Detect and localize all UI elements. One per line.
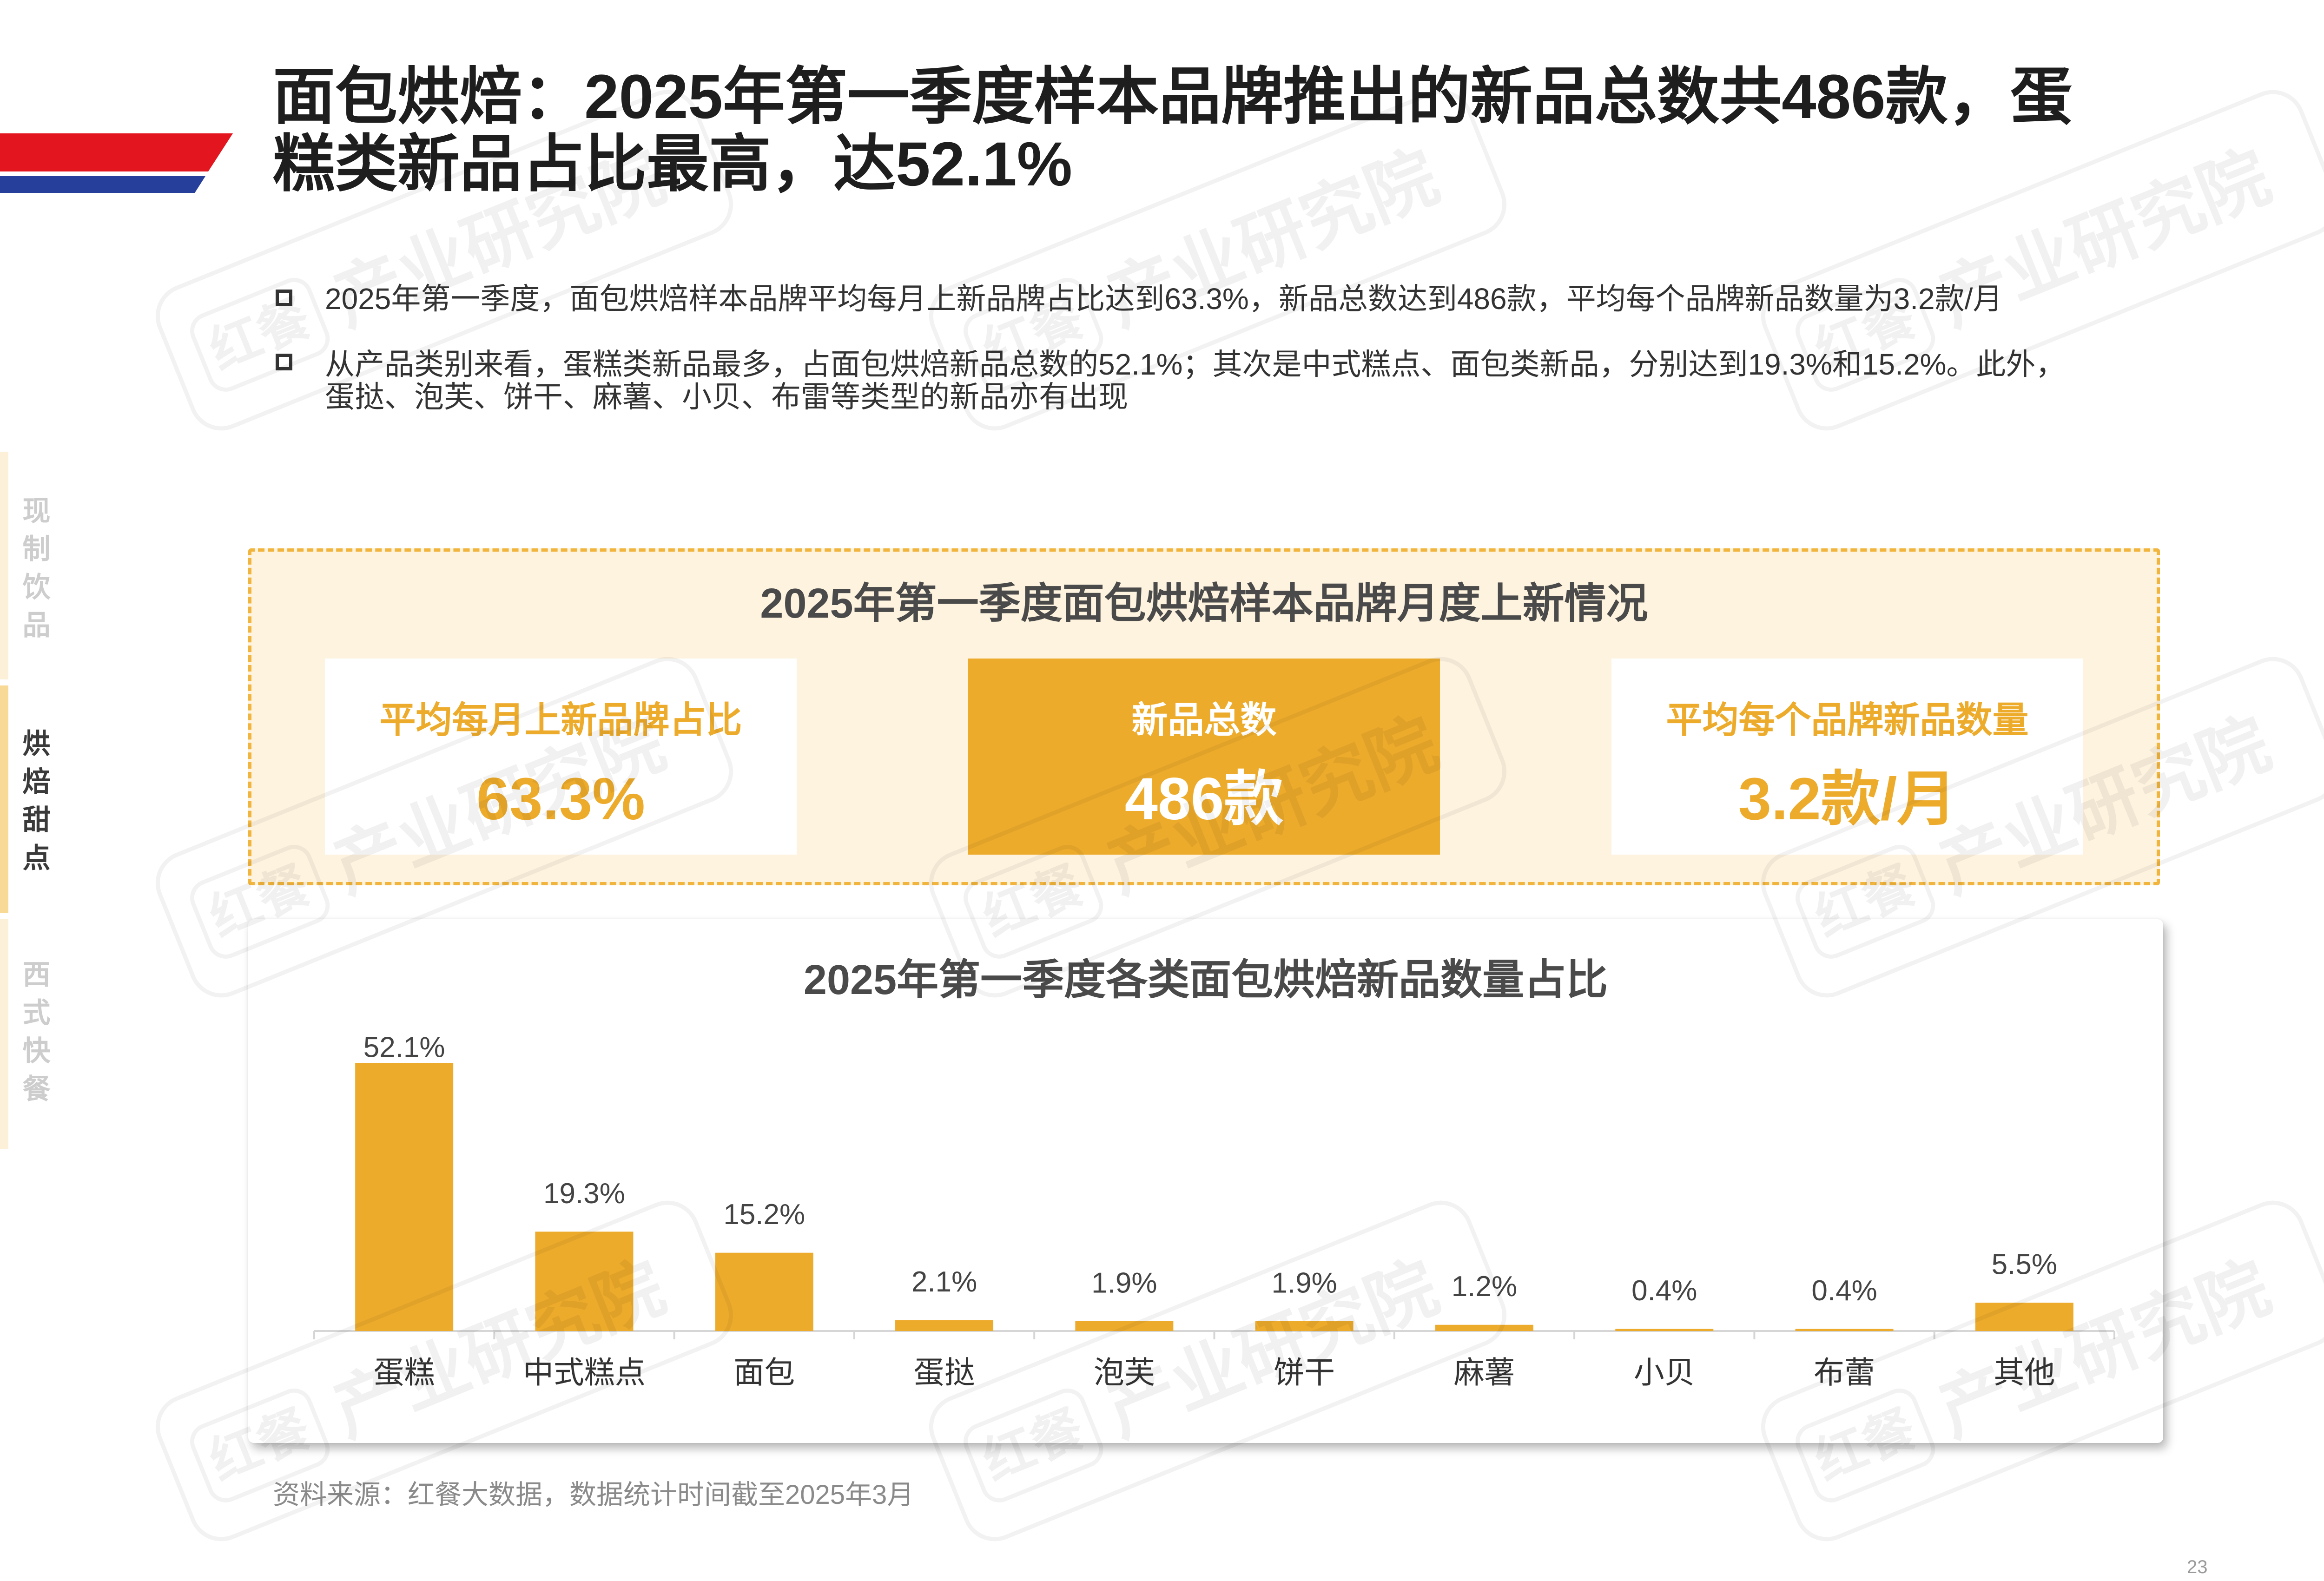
- chart-title: 2025年第一季度各类面包烘焙新品数量占比: [803, 957, 1608, 1003]
- bar: [1975, 1303, 2073, 1331]
- bullet-line: 从产品类别来看，蛋糕类新品最多，占面包烘焙新品总数的52.1%；其次是中式糕点、…: [325, 348, 2066, 381]
- bar: [1795, 1329, 1894, 1331]
- watermark-brand: 红餐: [184, 272, 336, 397]
- bar-value-label: 0.4%: [1811, 1275, 1877, 1307]
- kpi-label: 平均每个品牌新品数量: [1666, 699, 2029, 740]
- bar-value-label: 0.4%: [1631, 1275, 1697, 1307]
- kpi-value: 63.3%: [476, 766, 645, 832]
- kpi-card-monthly-brand-share: 平均每月上新品牌占比 63.3%: [325, 659, 797, 855]
- header-accent-stripe: [0, 133, 233, 193]
- bar: [1255, 1321, 1353, 1331]
- bar: [895, 1320, 994, 1331]
- bar: [535, 1232, 634, 1331]
- red-stripe: [0, 133, 233, 171]
- kpi-label: 平均每月上新品牌占比: [379, 699, 742, 740]
- bar: [1615, 1329, 1714, 1331]
- kpi-card-total-new-products: 新品总数 486款: [968, 659, 1440, 855]
- side-nav-indicator-active: [0, 685, 8, 913]
- kpi-card-avg-per-brand: 平均每个品牌新品数量 3.2款/月: [1611, 659, 2083, 855]
- bar-value-label: 52.1%: [363, 1032, 445, 1064]
- bar-value-label: 1.2%: [1452, 1271, 1517, 1303]
- side-nav-indicator: [0, 452, 8, 679]
- kpi-label: 新品总数: [1131, 699, 1277, 740]
- kpi-panel: 2025年第一季度面包烘焙样本品牌月度上新情况 平均每月上新品牌占比 63.3%…: [248, 548, 2160, 885]
- blue-stripe: [0, 176, 205, 193]
- side-nav-item-bakery: 烘焙甜点: [19, 729, 50, 881]
- x-axis-label: 麻薯: [1453, 1355, 1515, 1390]
- bar-value-label: 1.9%: [1091, 1267, 1157, 1299]
- side-nav-indicator: [0, 919, 8, 1149]
- bar-value-label: 5.5%: [1992, 1249, 2057, 1281]
- bullet-text: 2025年第一季度，面包烘焙样本品牌平均每月上新品牌占比达到63.3%，新品总数…: [325, 283, 2002, 315]
- bar-chart: 52.1% 蛋糕 19.3% 中式糕点 15.2% 面包 2.1% 蛋挞 1.9% 泡芙 1.9% 饼…: [313, 1032, 2115, 1390]
- bar-value-label: 15.2%: [723, 1199, 805, 1231]
- chart-card: 2025年第一季度各类面包烘焙新品数量占比 52.1% 蛋糕 19.3% 中式糕点 15…: [248, 919, 2163, 1443]
- x-axis-label: 泡芙: [1094, 1355, 1155, 1390]
- x-axis-label: 饼干: [1274, 1355, 1335, 1390]
- bar-value-label: 19.3%: [543, 1178, 625, 1210]
- x-axis-label: 中式糕点: [523, 1355, 646, 1390]
- kpi-value: 486款: [1124, 766, 1284, 832]
- bullet-square-icon: [276, 290, 292, 306]
- page-title-line: 面包烘焙：2025年第一季度样本品牌推出的新品总数共486款，蛋: [273, 62, 2073, 132]
- x-axis-label: 蛋糕: [374, 1355, 435, 1390]
- bullet-line: 蛋挞、泡芙、饼干、麻薯、小贝、布雷等类型的新品亦有出现: [325, 380, 1128, 414]
- bullet-square-icon: [276, 354, 292, 370]
- x-axis-label: 面包: [733, 1355, 795, 1390]
- source-note: 资料来源：红餐大数据，数据统计时间截至2025年3月: [273, 1480, 914, 1510]
- page-title-line: 糕类新品占比最高，达52.1%: [273, 130, 1072, 199]
- x-axis-label: 其他: [1994, 1355, 2055, 1390]
- kpi-value: 3.2款/月: [1738, 766, 1957, 832]
- page-number: 23: [2187, 1557, 2208, 1577]
- bullet-line: 2025年第一季度，面包烘焙样本品牌平均每月上新品牌占比达到63.3%，新品总数…: [325, 282, 2003, 316]
- x-axis-label: 布蕾: [1814, 1355, 1875, 1390]
- bar-value-label: 2.1%: [911, 1266, 977, 1298]
- side-nav-item-fast-food: 西式快餐: [19, 960, 50, 1112]
- bar: [1075, 1321, 1174, 1331]
- kpi-panel-title: 2025年第一季度面包烘焙样本品牌月度上新情况: [760, 580, 1648, 627]
- bullet-text: 从产品类别来看，蛋糕类新品最多，占面包烘焙新品总数的52.1%；其次是中式糕点、…: [325, 348, 2065, 413]
- bar: [715, 1252, 813, 1331]
- x-axis-label: 蛋挞: [914, 1355, 975, 1390]
- x-axis-label: 小贝: [1634, 1355, 1695, 1390]
- side-nav-item-drinks: 现制饮品: [19, 496, 50, 648]
- bar-value-label: 1.9%: [1271, 1267, 1337, 1299]
- page-title: 面包烘焙：2025年第一季度样本品牌推出的新品总数共486款，蛋 糕类新品占比最…: [273, 63, 2073, 198]
- bar: [355, 1063, 454, 1331]
- bar: [1435, 1324, 1533, 1331]
